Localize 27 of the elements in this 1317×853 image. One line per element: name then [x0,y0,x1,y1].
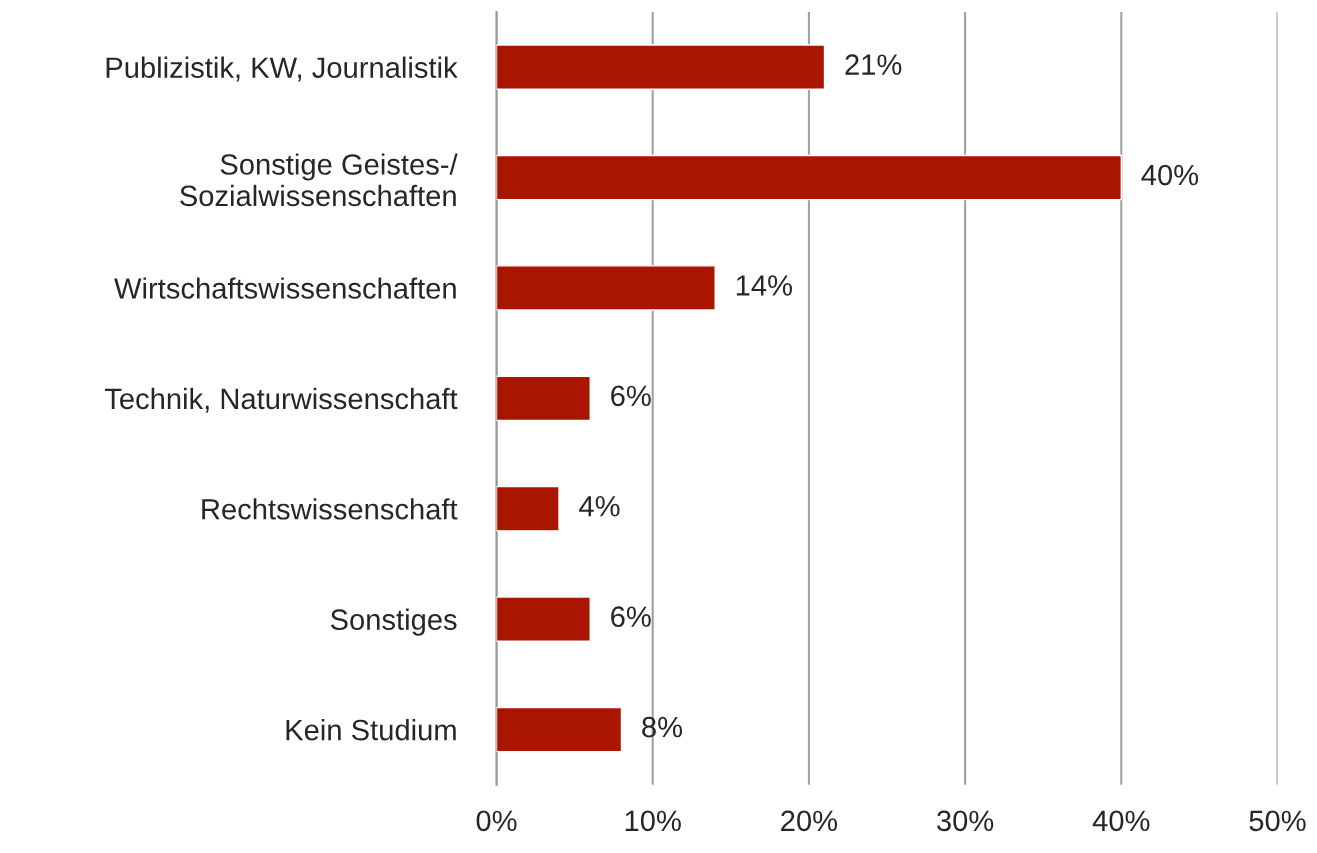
bar [496,154,1122,201]
y-tick-label: Sonstige Geistes-/ Sozialwissenschaften [180,153,458,207]
x-tick-label: 50% [1249,810,1306,832]
y-tick-label: Kein Studium [286,718,456,741]
bar [496,706,623,753]
y-tick-label: Rechtswissenschaft [202,498,458,520]
data-label: 14% [736,275,792,296]
data-label: 40% [1141,164,1199,186]
y-tick-label: Wirtschaftswissenschaften [114,277,456,299]
data-label: 6% [611,385,651,407]
data-label: 8% [642,716,683,738]
data-label: 6% [611,606,651,627]
bar [496,44,826,90]
bar [496,265,716,311]
data-label: 21% [845,54,902,75]
x-tick-label: 40% [1092,810,1150,832]
y-tick-label: Technik, Naturwissenschaft [104,387,458,413]
bar [496,375,591,422]
x-tick-label: 0% [476,810,517,832]
bar [496,596,591,642]
x-tick-label: 10% [625,810,681,832]
y-tick-label: Publizistik, KW, Journalistik [106,56,458,82]
bar [496,485,560,532]
x-tick-label: 20% [781,810,838,832]
x-tick-label: 30% [937,810,994,832]
data-label: 4% [579,496,620,517]
y-tick-label: Sonstiges [330,608,457,636]
